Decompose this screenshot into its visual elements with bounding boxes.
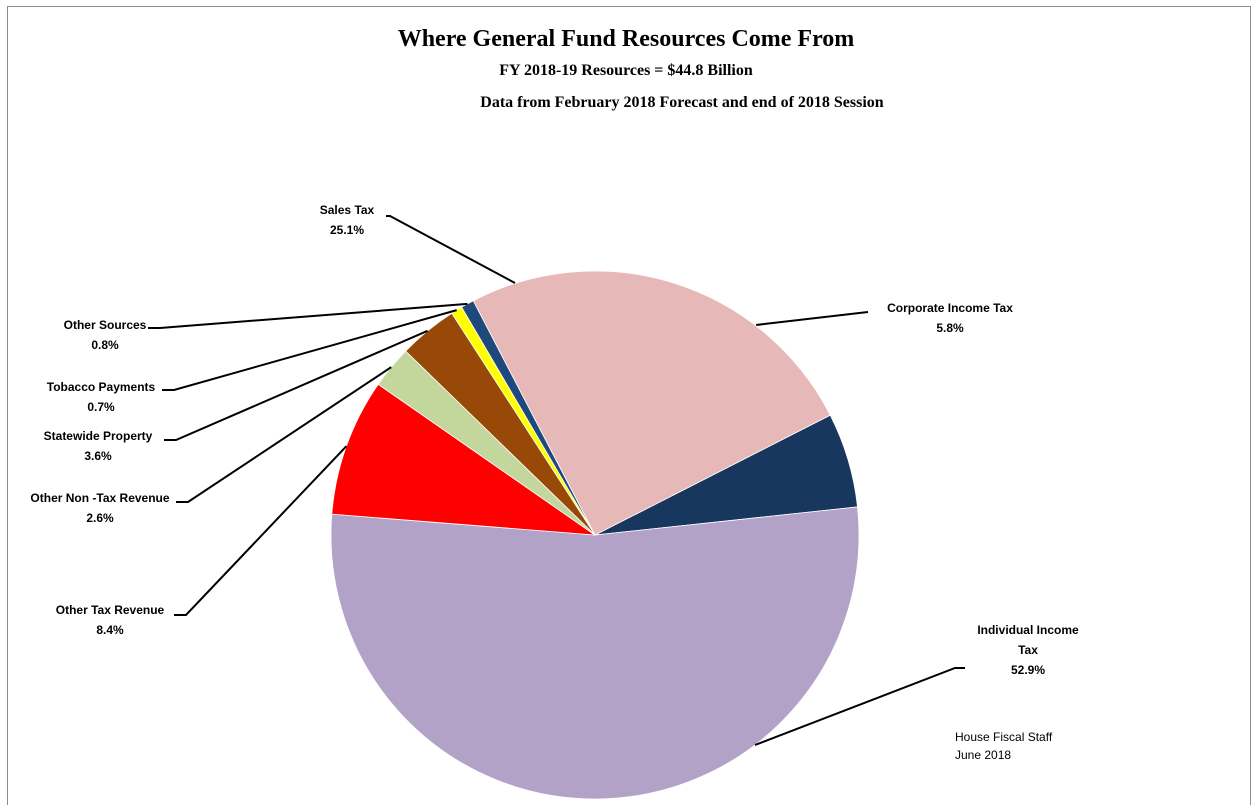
leader-line-corporate [755,311,869,326]
slice-name-line: Tax [1018,643,1038,657]
slice-label-tobacco: Tobacco Payments 0.7% [26,377,176,417]
slice-name-line: Other Sources [63,318,147,332]
leader-line-other-nontax [176,366,392,503]
pie-slice-individual [330,506,860,800]
credit-line-1: House Fiscal Staff [955,730,1053,744]
slice-label-other-nontax: Other Non -Tax Revenue 2.6% [5,488,195,528]
chart-source-note: Data from February 2018 Forecast and end… [480,94,884,111]
slice-percent: 3.6% [84,449,112,463]
slice-name-line: Statewide Property [43,429,153,443]
slice-percent: 0.8% [91,338,119,352]
slice-percent: 0.7% [87,400,115,414]
slice-name-line: Other Non -Tax Revenue [30,491,170,505]
pie-slice-sales [472,270,831,536]
chart-frame [7,6,1251,805]
leader-line-individual [754,667,965,746]
slice-name-line: Corporate Income Tax [887,301,1013,315]
credit-line-2: June 2018 [955,748,1012,762]
slice-label-statewide: Statewide Property 3.6% [18,426,178,466]
leader-line-tobacco [162,309,457,391]
slice-name-line: Other Tax Revenue [55,603,165,617]
slice-percent: 2.6% [86,511,114,525]
slice-label-corporate: Corporate Income Tax 5.8% [870,298,1030,338]
slice-percent: 25.1% [329,223,365,237]
slice-label-sales: Sales Tax 25.1% [292,200,402,240]
slice-name-line: Sales Tax [319,203,375,217]
leader-line-other-sources [148,302,468,329]
slice-label-individual: Individual Income Tax 52.9% [958,620,1098,680]
slice-label-other-sources: Other Sources 0.8% [40,315,170,355]
chart-title: Where General Fund Resources Come From [397,26,855,52]
leader-line-other-tax [174,445,348,616]
chart-subtitle: FY 2018-19 Resources = $44.8 Billion [499,62,753,79]
slice-percent: 52.9% [1010,663,1046,677]
pie-slice-other-tax [331,383,597,536]
leader-line-sales [386,215,516,284]
slice-percent: 8.4% [96,623,124,637]
slice-label-other-tax: Other Tax Revenue 8.4% [30,600,190,640]
leader-line-statewide [164,329,429,441]
slice-name-line: Individual Income [977,623,1079,637]
credit-note: House Fiscal Staff June 2018 [955,728,1052,764]
slice-name-line: Tobacco Payments [46,380,156,394]
slice-percent: 5.8% [936,321,964,335]
